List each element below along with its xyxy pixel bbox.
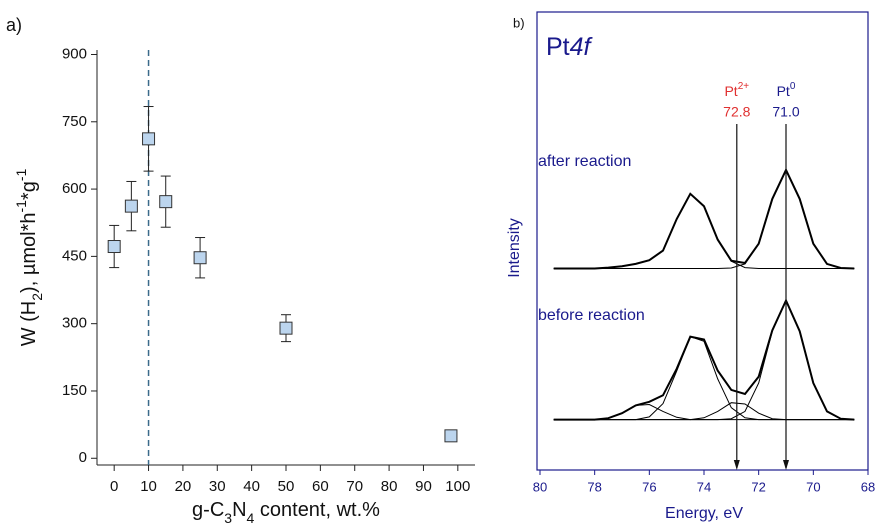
- data-point: [279, 321, 293, 335]
- label-part: 4f: [570, 33, 594, 61]
- x-tick-label: 50: [278, 478, 295, 495]
- label-part: 3: [224, 510, 232, 524]
- y-tick-label: 450: [62, 247, 87, 264]
- y-tick-label: 900: [62, 45, 87, 62]
- panel-label: b): [513, 15, 525, 30]
- data-point: [159, 195, 173, 209]
- axis-label: g-C3N4 content, wt.%: [192, 499, 380, 524]
- panel-label: a): [6, 15, 22, 35]
- arrow-head: [783, 460, 789, 470]
- label-part: Pt: [777, 83, 790, 99]
- data-point: [444, 429, 458, 443]
- label-part: 2+: [738, 81, 750, 92]
- label-part: *g: [18, 181, 40, 200]
- annotation: after reaction: [538, 153, 631, 170]
- arrow-head: [733, 460, 740, 470]
- data-point: [107, 240, 121, 254]
- x-tick-label: 100: [445, 478, 470, 495]
- label-part: Pt: [724, 83, 737, 99]
- x-tick-label: 80: [381, 478, 398, 495]
- y-tick-label: 0: [79, 449, 87, 466]
- y-tick-label: 150: [62, 382, 87, 399]
- label-part: ), µmol*h: [18, 213, 40, 293]
- x-tick-label: 68: [861, 479, 875, 494]
- x-tick-label: 70: [806, 479, 820, 494]
- label-part: 2: [29, 293, 45, 301]
- annotation: before reaction: [538, 307, 645, 324]
- label-part: N: [232, 499, 246, 521]
- x-tick-label: 72: [751, 479, 765, 494]
- label-part: content, wt.%: [254, 499, 380, 521]
- x-tick-label: 20: [175, 478, 192, 495]
- spectrum-line: [553, 336, 855, 421]
- x-tick-label: 0: [110, 478, 118, 495]
- x-tick-label: 60: [312, 478, 329, 495]
- y-tick-label: 300: [62, 315, 87, 332]
- x-tick-label: 76: [642, 479, 656, 494]
- marker-label: Pt0: [777, 81, 796, 99]
- spectrum-line: [553, 168, 855, 269]
- x-tick-label: 80: [533, 479, 547, 494]
- label-part: W (H: [18, 301, 40, 347]
- plot-frame: [536, 11, 869, 471]
- x-tick-label: 70: [346, 478, 363, 495]
- y-axis-label: Intensity: [506, 218, 523, 278]
- data-point: [124, 199, 138, 213]
- x-tick-label: 78: [587, 479, 601, 494]
- axis-label: W (H2), µmol*h-1*g-1: [13, 168, 45, 346]
- label-part: Pt: [546, 33, 570, 61]
- label-part: -1: [13, 168, 29, 181]
- label-part: 4: [247, 510, 255, 524]
- y-tick-label: 600: [62, 180, 87, 197]
- label-part: g-C: [192, 499, 224, 521]
- spectrum-line: [553, 167, 855, 270]
- x-axis-label: Energy, eV: [665, 505, 743, 522]
- x-tick-label: 74: [697, 479, 711, 494]
- spectrum-line: [553, 299, 855, 421]
- marker-value: 72.8: [723, 104, 750, 120]
- x-tick-label: 90: [415, 478, 432, 495]
- x-tick-label: 30: [209, 478, 226, 495]
- spectrum-line: [553, 193, 855, 269]
- marker-value: 71.0: [772, 104, 799, 120]
- x-tick-label: 10: [140, 478, 157, 495]
- data-point: [193, 251, 207, 265]
- y-tick-label: 750: [62, 113, 87, 130]
- spectrum-line: [553, 402, 855, 421]
- label-part: 0: [790, 81, 796, 92]
- x-tick-label: 40: [243, 478, 260, 495]
- axis-label: Pt4f: [546, 33, 594, 61]
- label-part: -1: [13, 200, 29, 213]
- data-point: [142, 132, 156, 146]
- marker-label: Pt2+: [724, 81, 749, 99]
